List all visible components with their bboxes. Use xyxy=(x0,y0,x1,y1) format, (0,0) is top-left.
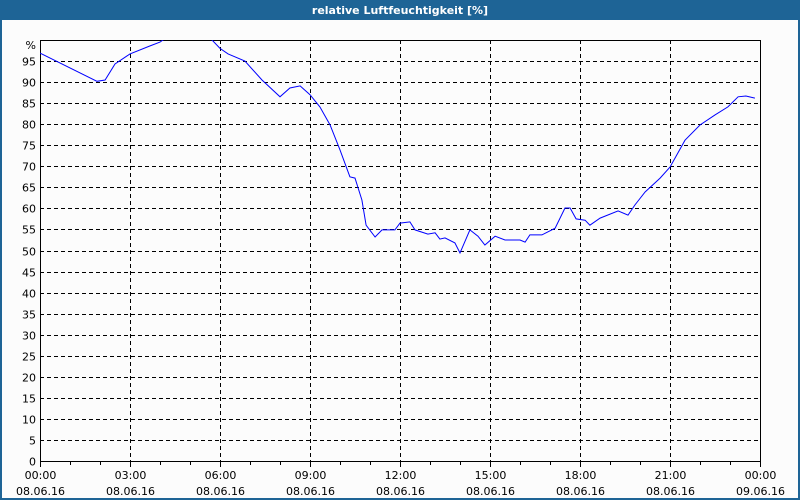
chart-title: relative Luftfeuchtigkeit [%] xyxy=(312,4,488,17)
x-tick-date: 08.06.16 xyxy=(646,485,695,498)
x-tick-date: 08.06.16 xyxy=(196,485,245,498)
y-tick-label: 10 xyxy=(22,414,36,427)
x-tick-date: 08.06.16 xyxy=(16,485,65,498)
y-tick-label: 60 xyxy=(22,203,36,216)
x-tick-date: 09.06.16 xyxy=(736,485,785,498)
x-tick-time: 06:00 xyxy=(205,469,237,482)
x-tick-date: 08.06.16 xyxy=(556,485,605,498)
grid xyxy=(40,40,760,461)
axes xyxy=(40,40,761,467)
y-tick-label: 20 xyxy=(22,372,36,385)
title-bar xyxy=(0,0,800,20)
x-tick-time: 18:00 xyxy=(565,469,597,482)
y-axis-unit-label: % xyxy=(26,39,36,52)
x-tick-time: 21:00 xyxy=(655,469,687,482)
y-tick-label: 75 xyxy=(22,140,36,153)
y-tick-label: 95 xyxy=(22,56,36,69)
x-tick-time: 00:00 xyxy=(745,469,777,482)
series-layer xyxy=(40,40,756,255)
x-tick-time: 15:00 xyxy=(475,469,507,482)
y-tick-label: 35 xyxy=(22,309,36,322)
y-tick-label: 85 xyxy=(22,98,36,111)
y-tick-label: 25 xyxy=(22,351,36,364)
x-tick-time: 00:00 xyxy=(25,469,57,482)
x-tick-date: 08.06.16 xyxy=(466,485,515,498)
y-tick-label: 45 xyxy=(22,267,36,280)
x-tick-date: 08.06.16 xyxy=(286,485,335,498)
x-tick-time: 03:00 xyxy=(115,469,147,482)
y-tick-label: 0 xyxy=(29,456,36,469)
x-tick-time: 09:00 xyxy=(295,469,327,482)
x-tick-time: 12:00 xyxy=(385,469,417,482)
y-tick-label: 65 xyxy=(22,182,36,195)
plot-frame xyxy=(40,40,761,462)
y-tick-label: 55 xyxy=(22,224,36,237)
y-tick-label: 15 xyxy=(22,393,36,406)
y-tick-label: 40 xyxy=(22,288,36,301)
y-tick-label: 5 xyxy=(29,435,36,448)
y-tick-label: 80 xyxy=(22,119,36,132)
y-tick-label: 90 xyxy=(22,77,36,90)
y-tick-label: 50 xyxy=(22,246,36,259)
y-tick-label: 70 xyxy=(22,161,36,174)
x-tick-date: 08.06.16 xyxy=(376,485,425,498)
tick-labels: 0 5 10 15 20 25 30 35 40 45 50 55 60 65 70 75 80 85 90 95% 0… xyxy=(16,39,785,498)
x-tick-date: 08.06.16 xyxy=(106,485,155,498)
y-tick-label: 30 xyxy=(22,330,36,343)
